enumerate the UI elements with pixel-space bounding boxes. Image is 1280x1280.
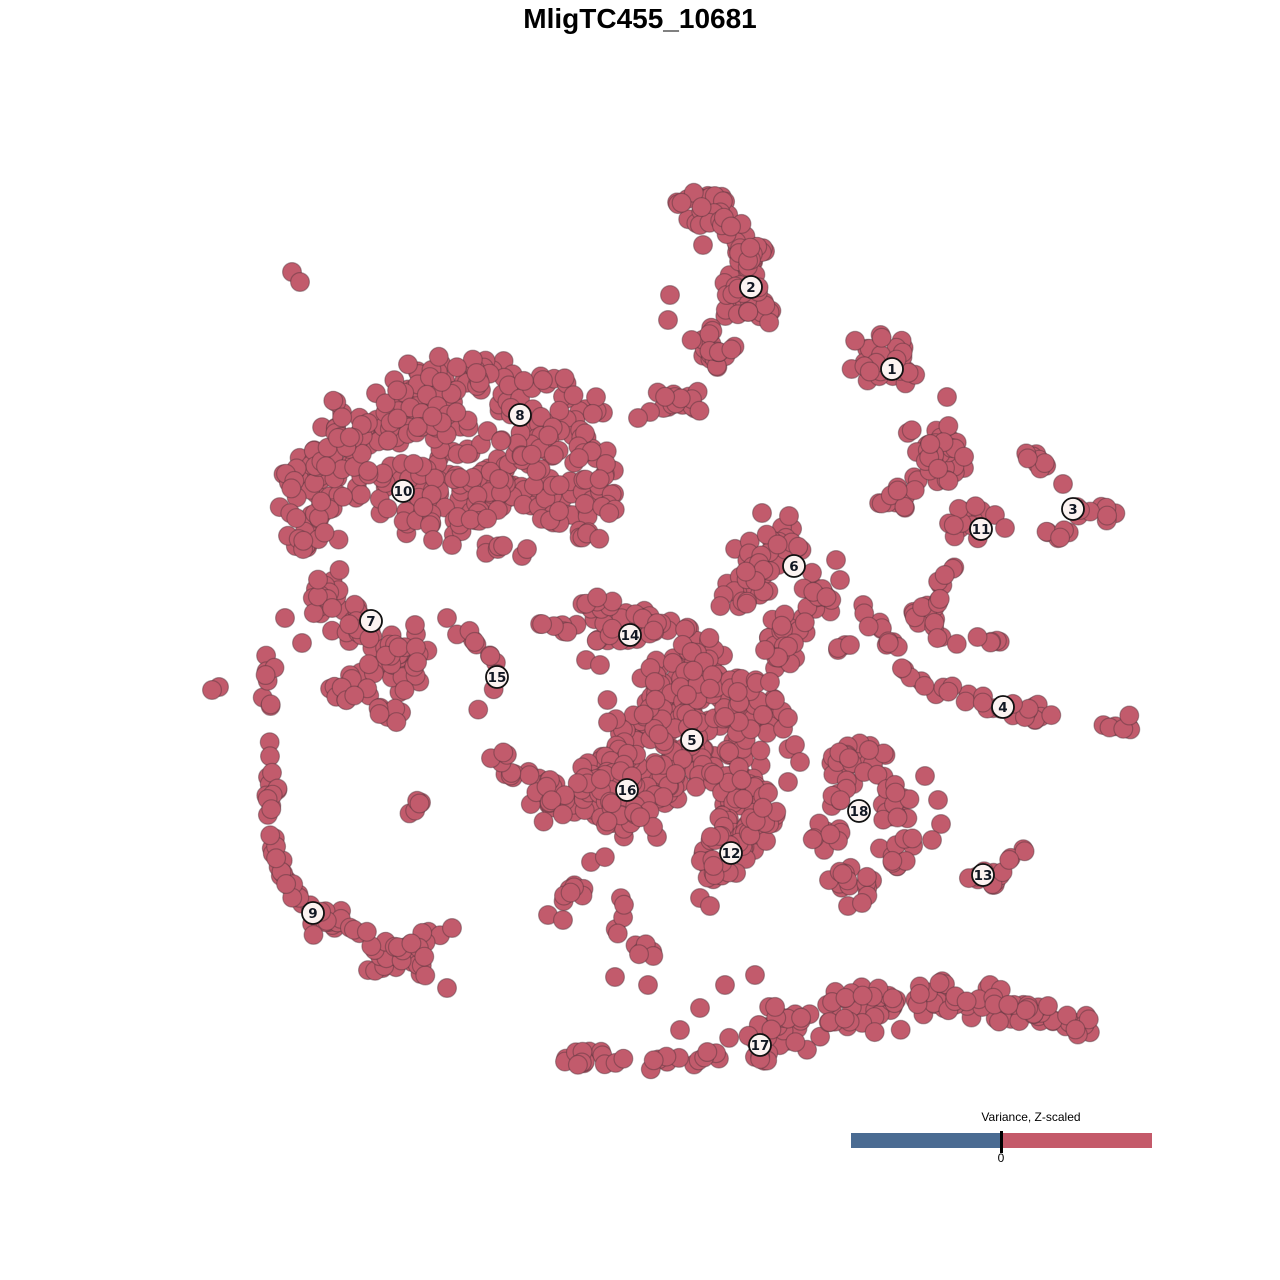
cluster-label-15: 15 [485, 665, 509, 689]
svg-text:9: 9 [308, 906, 317, 922]
svg-text:11: 11 [972, 522, 991, 538]
svg-text:18: 18 [850, 804, 869, 820]
cluster-label-6: 6 [782, 554, 806, 578]
cluster-label-5: 5 [680, 728, 704, 752]
legend-colorbar-negative-half [851, 1133, 1001, 1148]
scatter-points [202, 182, 1141, 1080]
svg-text:15: 15 [488, 670, 507, 686]
cluster-label-17: 17 [748, 1033, 772, 1057]
cluster-label-18: 18 [847, 799, 871, 823]
cluster-label-11: 11 [969, 517, 993, 541]
cluster-label-4: 4 [991, 695, 1015, 719]
cluster-label-10: 10 [391, 479, 415, 503]
plot-title: MligTC455_10681 [523, 3, 757, 34]
legend-zero-label: 0 [997, 1151, 1005, 1165]
cluster-label-16: 16 [615, 778, 639, 802]
svg-text:6: 6 [789, 559, 798, 575]
cluster-label-3: 3 [1061, 497, 1085, 521]
svg-text:14: 14 [621, 628, 640, 644]
svg-text:13: 13 [974, 868, 993, 884]
legend-colorbar-positive-half [1001, 1133, 1152, 1148]
cluster-label-9: 9 [301, 901, 325, 925]
legend-title: Variance, Z-scaled [981, 1110, 1081, 1124]
svg-text:4: 4 [998, 700, 1007, 716]
svg-text:5: 5 [687, 733, 696, 749]
cluster-label-12: 12 [719, 841, 743, 865]
legend-colorbar [851, 1133, 1152, 1148]
legend-zero-tick [999, 1131, 1003, 1153]
cluster-label-7: 7 [359, 609, 383, 633]
cluster-label-8: 8 [508, 403, 532, 427]
svg-text:1: 1 [887, 362, 896, 378]
cluster-label-1: 1 [880, 357, 904, 381]
cluster-label-2: 2 [739, 275, 763, 299]
svg-text:17: 17 [751, 1038, 770, 1054]
cluster-label-13: 13 [971, 863, 995, 887]
svg-text:8: 8 [515, 408, 524, 424]
svg-text:10: 10 [394, 484, 413, 500]
cluster-label-14: 14 [618, 623, 642, 647]
svg-text:3: 3 [1068, 502, 1077, 518]
svg-text:2: 2 [746, 280, 755, 296]
svg-text:16: 16 [618, 783, 637, 799]
svg-text:7: 7 [366, 614, 375, 630]
svg-text:12: 12 [722, 846, 741, 862]
